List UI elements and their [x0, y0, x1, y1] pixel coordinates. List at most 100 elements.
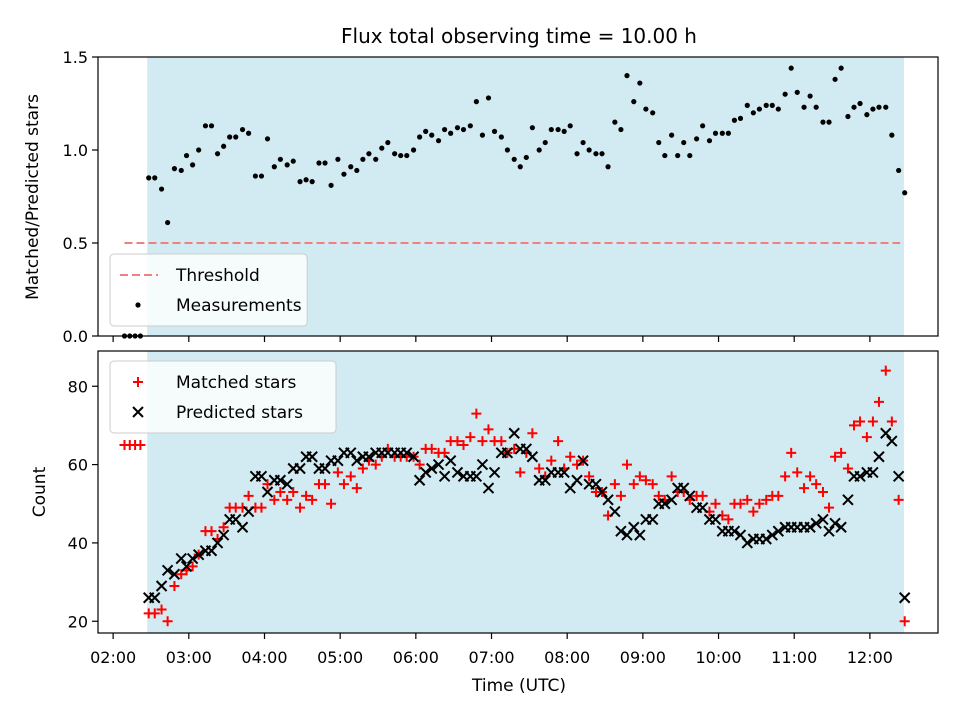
data-point [255, 470, 268, 483]
data-point [571, 474, 583, 486]
x-tick-label: 08:00 [544, 648, 590, 667]
data-point [836, 447, 847, 458]
data-point [498, 134, 504, 140]
data-point [706, 138, 713, 144]
data-point [553, 436, 564, 447]
data-point [761, 494, 772, 505]
y-tick-label: 0.5 [63, 234, 88, 253]
data-point [441, 126, 448, 133]
data-point [542, 139, 548, 146]
data-point [801, 104, 807, 110]
data-point [772, 525, 785, 537]
data-point [284, 162, 290, 168]
data-point [187, 561, 198, 572]
data-point [693, 136, 700, 142]
data-point [574, 151, 580, 157]
data-point [864, 112, 870, 118]
data-point [407, 451, 420, 463]
data-point [561, 128, 567, 134]
data-point [539, 474, 551, 486]
data-point [523, 154, 529, 161]
data-point [766, 529, 778, 541]
x-tick-label: 05:00 [317, 648, 363, 667]
x-tick-label: 10:00 [695, 648, 741, 667]
data-point [320, 479, 331, 490]
data-point [756, 106, 763, 112]
data-point [335, 156, 341, 162]
data-point [880, 365, 891, 376]
data-point [854, 470, 866, 483]
data-point [780, 471, 791, 482]
data-point [646, 513, 659, 526]
data-point [634, 529, 646, 541]
data-point [681, 139, 687, 146]
data-point [838, 65, 844, 71]
data-point [896, 167, 902, 174]
data-point [647, 479, 658, 490]
data-point [156, 604, 167, 615]
legend-marker [135, 302, 141, 308]
data-point [855, 416, 866, 427]
data-point [624, 73, 630, 79]
data-point [725, 130, 731, 136]
data-point [171, 166, 178, 172]
data-point [419, 466, 432, 479]
data-point [851, 104, 857, 110]
data-point [236, 521, 249, 533]
y-tick-label: 0.0 [63, 327, 88, 346]
data-point [870, 106, 876, 112]
data-point [243, 490, 254, 501]
data-point [873, 396, 884, 407]
data-point [590, 478, 602, 490]
data-point [426, 462, 438, 475]
data-point [458, 440, 469, 450]
data-point [842, 463, 853, 474]
data-point [760, 533, 772, 545]
legend: Matched stars Predicted stars [109, 360, 337, 434]
data-point [873, 451, 885, 463]
legend-marker [132, 406, 144, 418]
data-point [769, 102, 775, 108]
legend-label: Threshold [175, 266, 260, 286]
data-point [810, 517, 822, 530]
data-point [883, 104, 889, 110]
data-point [899, 616, 910, 627]
data-point [158, 186, 165, 192]
data-point [678, 482, 690, 494]
data-point [401, 447, 413, 459]
data-point [309, 179, 315, 185]
data-point [413, 474, 426, 486]
data-point [596, 486, 608, 498]
data-point [146, 175, 152, 181]
data-point [239, 126, 246, 133]
data-point [149, 608, 160, 619]
data-point [555, 126, 561, 133]
data-point [404, 152, 410, 159]
data-point [754, 498, 765, 509]
data-point [534, 463, 545, 474]
data-point [351, 454, 363, 467]
data-point [410, 147, 417, 153]
data-point [602, 494, 614, 506]
data-point [653, 490, 664, 501]
data-point [742, 494, 753, 505]
data-point [898, 592, 911, 604]
data-point [817, 513, 829, 526]
data-point [338, 479, 349, 490]
data-point [180, 560, 193, 573]
data-point [379, 145, 385, 151]
data-point [723, 514, 734, 525]
data-point [189, 162, 196, 168]
data-point [835, 521, 847, 533]
y-tick-label: 1.5 [63, 48, 88, 67]
data-point [902, 190, 908, 196]
panel-frame [97, 350, 939, 634]
data-point [332, 454, 344, 467]
data-point [889, 132, 895, 138]
data-point [269, 494, 280, 505]
data-point [444, 454, 457, 467]
data-point [669, 132, 675, 138]
data-point [817, 487, 828, 497]
data-point [609, 479, 620, 490]
data-point [804, 521, 816, 533]
